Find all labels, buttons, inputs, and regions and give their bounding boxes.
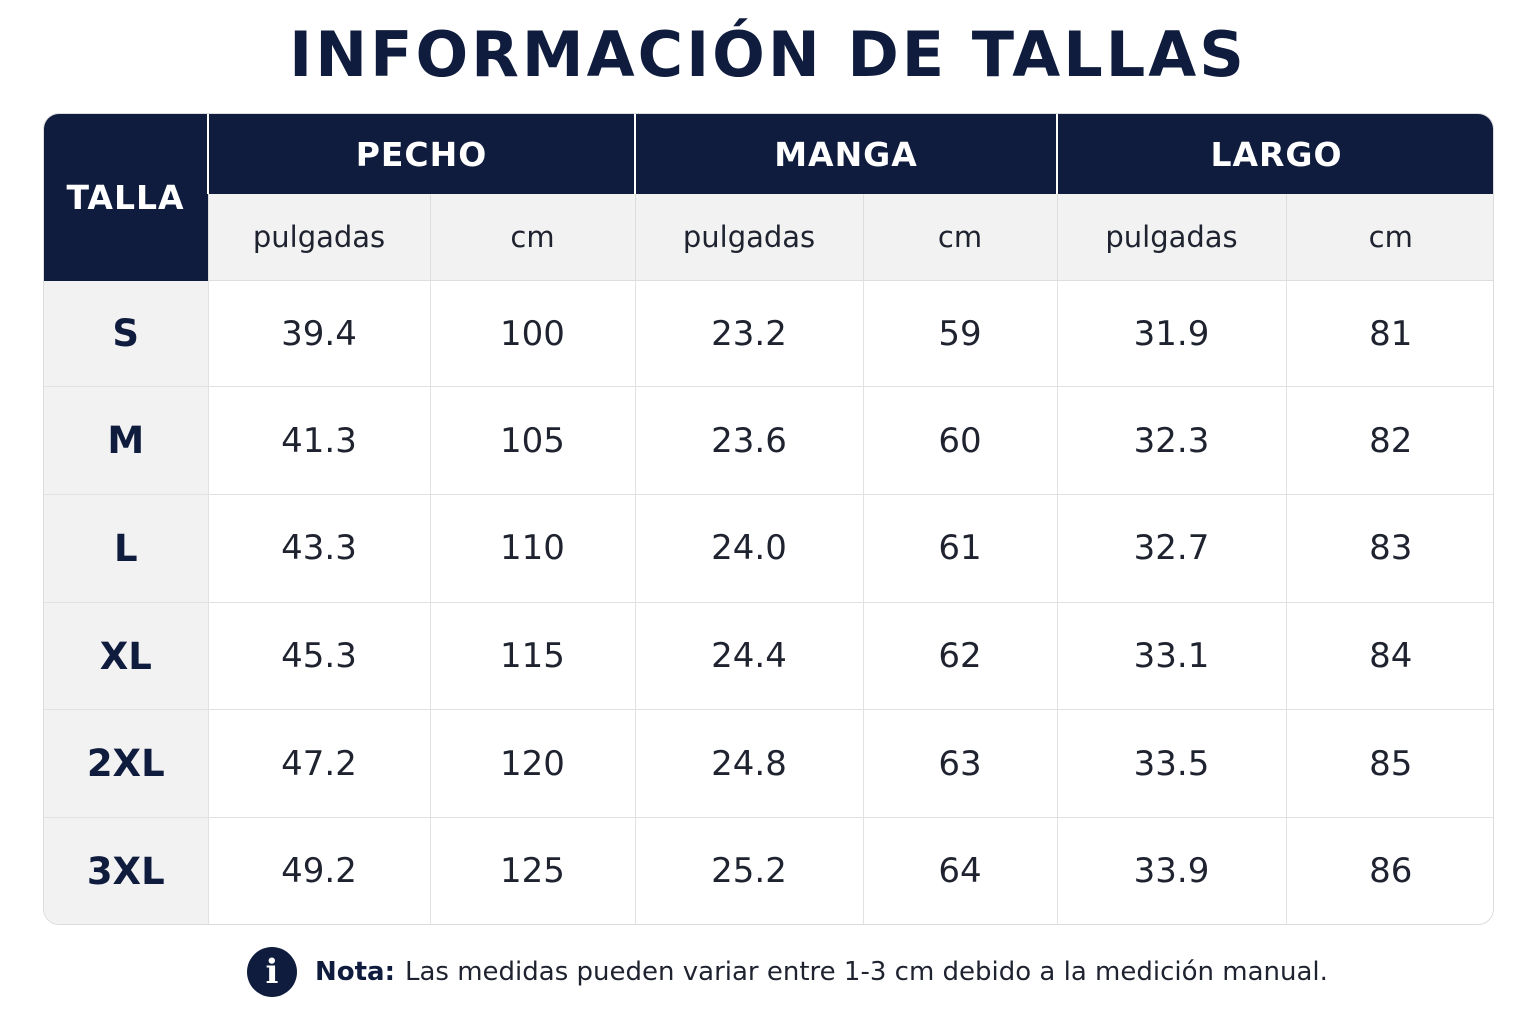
note-label: Nota:: [315, 957, 395, 987]
value-cell: 24.4: [634, 601, 863, 710]
value-cell: 81: [1285, 280, 1493, 387]
unit-header: pulgadas: [207, 194, 430, 281]
size-cell: L: [44, 494, 208, 603]
value-cell: 84: [1285, 601, 1493, 710]
note-text: Las medidas pueden variar entre 1-3 cm d…: [405, 957, 1328, 987]
value-cell: 105: [429, 386, 635, 495]
value-cell: 63: [862, 709, 1057, 818]
value-cell: 23.6: [634, 386, 863, 495]
value-cell: 83: [1285, 494, 1493, 603]
value-cell: 33.5: [1056, 709, 1286, 818]
value-cell: 61: [862, 494, 1057, 603]
table-row: M 41.3 105 23.6 60 32.3 82: [44, 386, 1493, 495]
table-row: 2XL 47.2 120 24.8 63 33.5 85: [44, 709, 1493, 818]
length-group-header: LARGO: [1056, 114, 1493, 194]
value-cell: 59: [862, 280, 1057, 387]
unit-header: cm: [429, 194, 635, 281]
table-row: 3XL 49.2 125 25.2 64 33.9 86: [44, 817, 1493, 924]
page-title: INFORMACIÓN DE TALLAS: [289, 18, 1247, 91]
unit-header: cm: [862, 194, 1057, 281]
value-cell: 85: [1285, 709, 1493, 818]
measurement-note: i Nota: Las medidas pueden variar entre …: [247, 946, 1328, 998]
value-cell: 43.3: [207, 494, 430, 603]
size-cell: M: [44, 386, 208, 495]
size-cell: 3XL: [44, 817, 208, 924]
value-cell: 120: [429, 709, 635, 818]
value-cell: 23.2: [634, 280, 863, 387]
value-cell: 41.3: [207, 386, 430, 495]
value-cell: 24.0: [634, 494, 863, 603]
value-cell: 100: [429, 280, 635, 387]
table-row: S 39.4 100 23.2 59 31.9 81: [44, 280, 1493, 387]
size-chart-table: TALLA PECHO MANGA LARGO pulgadas cm pulg…: [43, 113, 1494, 925]
size-cell: S: [44, 280, 208, 387]
unit-header: pulgadas: [634, 194, 863, 281]
value-cell: 47.2: [207, 709, 430, 818]
value-cell: 115: [429, 601, 635, 710]
value-cell: 33.9: [1056, 817, 1286, 924]
value-cell: 32.7: [1056, 494, 1286, 603]
chest-group-header: PECHO: [207, 114, 635, 194]
size-cell: 2XL: [44, 709, 208, 818]
value-cell: 31.9: [1056, 280, 1286, 387]
value-cell: 60: [862, 386, 1057, 495]
value-cell: 125: [429, 817, 635, 924]
value-cell: 49.2: [207, 817, 430, 924]
value-cell: 45.3: [207, 601, 430, 710]
unit-header: cm: [1285, 194, 1493, 281]
info-icon: i: [247, 947, 297, 997]
table-row: XL 45.3 115 24.4 62 33.1 84: [44, 601, 1493, 710]
value-cell: 62: [862, 601, 1057, 710]
value-cell: 25.2: [634, 817, 863, 924]
sleeve-group-header: MANGA: [634, 114, 1057, 194]
value-cell: 39.4: [207, 280, 430, 387]
table-row: L 43.3 110 24.0 61 32.7 83: [44, 494, 1493, 603]
size-cell: XL: [44, 601, 208, 710]
value-cell: 32.3: [1056, 386, 1286, 495]
value-cell: 64: [862, 817, 1057, 924]
value-cell: 24.8: [634, 709, 863, 818]
unit-header: pulgadas: [1056, 194, 1286, 281]
value-cell: 110: [429, 494, 635, 603]
value-cell: 33.1: [1056, 601, 1286, 710]
size-column-header: TALLA: [44, 114, 208, 281]
value-cell: 86: [1285, 817, 1493, 924]
value-cell: 82: [1285, 386, 1493, 495]
